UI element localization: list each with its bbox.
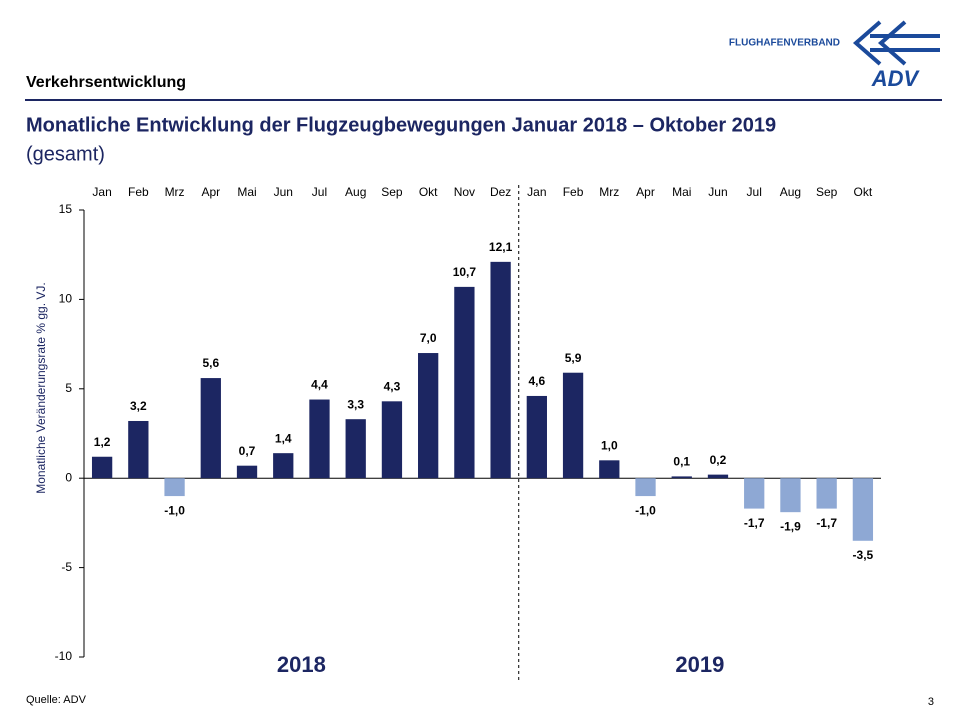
x-tick-label: Mrz [165, 185, 185, 199]
value-label: 12,1 [489, 240, 513, 254]
x-tick-label: Aug [780, 185, 801, 199]
bar [490, 261, 511, 479]
value-label: -1,0 [635, 503, 656, 517]
chart-subtitle: (gesamt) [26, 143, 105, 165]
x-tick-label: Jun [274, 185, 293, 199]
x-tick-label: Sep [381, 185, 403, 199]
value-label: 4,3 [384, 379, 401, 393]
y-tick-label: 0 [65, 470, 72, 484]
y-tick-label: -10 [55, 649, 73, 663]
bar [236, 465, 258, 479]
x-tick-label: Jul [747, 185, 762, 199]
value-label: 5,9 [565, 351, 582, 365]
bar [780, 478, 801, 513]
bar [309, 399, 330, 479]
value-label: 0,2 [710, 453, 727, 467]
value-label: 1,4 [275, 431, 292, 445]
logo-chevrons [852, 20, 940, 66]
bar [345, 419, 366, 479]
x-tick-label: Mrz [599, 185, 619, 199]
bar [707, 474, 729, 479]
logo-mark: ADV [871, 66, 921, 91]
bar [562, 372, 584, 479]
value-label: 0,1 [673, 455, 690, 469]
y-tick-label: -5 [61, 560, 72, 574]
bar [164, 478, 185, 497]
x-tick-label: Nov [454, 185, 475, 199]
x-tick-label: Jun [708, 185, 727, 199]
x-tick-label: Feb [128, 185, 149, 199]
bar [526, 395, 547, 479]
value-label: 1,0 [601, 438, 618, 452]
value-label: 0,7 [239, 444, 256, 458]
value-label: 10,7 [453, 265, 477, 279]
x-tick-label: Jan [527, 185, 546, 199]
bar [744, 478, 765, 509]
bar [599, 460, 620, 479]
page-number: 3 [928, 696, 934, 708]
y-tick-label: 10 [59, 292, 73, 306]
y-tick-label: 5 [65, 381, 72, 395]
value-label: 4,4 [311, 378, 328, 392]
bar [852, 478, 874, 541]
year-label: 2019 [675, 652, 724, 677]
value-label: 3,2 [130, 399, 147, 413]
bar [671, 476, 692, 479]
value-label: -3,5 [853, 548, 874, 562]
bar [273, 453, 294, 479]
x-tick-label: Mai [237, 185, 256, 199]
logo-text: FLUGHAFENVERBAND [729, 38, 840, 49]
x-tick-label: Okt [854, 185, 873, 199]
x-tick-label: Feb [563, 185, 584, 199]
bar [635, 478, 656, 497]
value-label: 3,3 [347, 397, 364, 411]
bar [91, 456, 113, 479]
year-label: 2018 [277, 652, 326, 677]
bar [200, 378, 221, 479]
x-tick-label: Apr [201, 185, 220, 199]
bar [418, 353, 439, 479]
x-tick-label: Jan [92, 185, 111, 199]
y-axis-label: Monatliche Veränderungsrate % gg. VJ. [34, 282, 48, 493]
value-label: -1,0 [164, 503, 185, 517]
value-label: 4,6 [528, 374, 545, 388]
value-label: 5,6 [202, 356, 219, 370]
value-label: 1,2 [94, 435, 111, 449]
x-tick-label: Jul [312, 185, 327, 199]
source: Quelle: ADV [26, 694, 87, 706]
value-label: -1,7 [744, 516, 765, 530]
value-label: -1,7 [816, 516, 837, 530]
y-tick-label: 15 [59, 202, 73, 216]
value-label: -1,9 [780, 519, 801, 533]
chart-title: Monatliche Entwicklung der Flugzeugbeweg… [26, 114, 776, 136]
bar [128, 420, 149, 479]
x-tick-label: Okt [419, 185, 438, 199]
section-title: Verkehrsentwicklung [26, 74, 186, 91]
bar [454, 286, 475, 479]
bar [816, 478, 837, 509]
bar [381, 401, 403, 479]
x-tick-label: Mai [672, 185, 691, 199]
value-label: 7,0 [420, 331, 437, 345]
x-tick-label: Apr [636, 185, 655, 199]
x-tick-label: Sep [816, 185, 838, 199]
x-tick-label: Aug [345, 185, 366, 199]
x-tick-label: Dez [490, 185, 511, 199]
